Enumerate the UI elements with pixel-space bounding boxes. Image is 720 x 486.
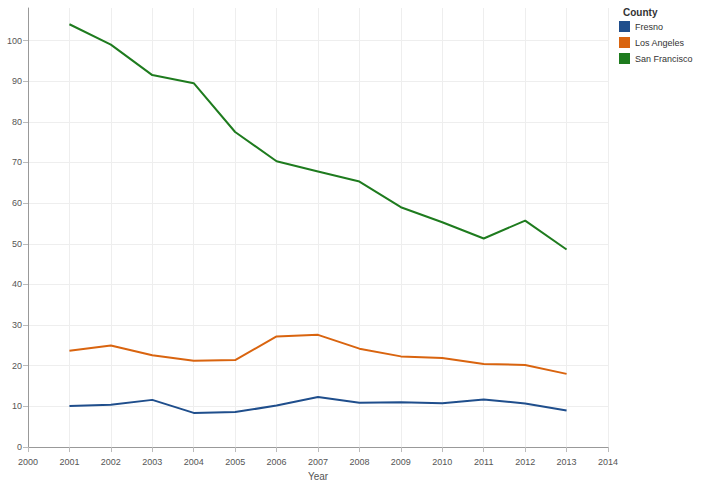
svg-text:San Francisco: San Francisco	[635, 54, 693, 64]
svg-text:60: 60	[12, 198, 22, 208]
svg-text:2011: 2011	[474, 457, 493, 467]
svg-text:10: 10	[12, 401, 22, 411]
svg-text:2013: 2013	[557, 457, 577, 467]
svg-text:40: 40	[12, 279, 22, 289]
svg-text:2002: 2002	[101, 457, 121, 467]
svg-text:2014: 2014	[598, 457, 618, 467]
svg-text:2012: 2012	[515, 457, 535, 467]
svg-text:0: 0	[17, 442, 22, 452]
svg-text:2007: 2007	[308, 457, 328, 467]
svg-text:2005: 2005	[225, 457, 245, 467]
svg-text:2006: 2006	[267, 457, 287, 467]
svg-text:90: 90	[12, 76, 22, 86]
svg-text:County: County	[623, 7, 658, 18]
svg-text:50: 50	[12, 239, 22, 249]
svg-text:Fresno: Fresno	[635, 22, 663, 32]
svg-text:30: 30	[12, 320, 22, 330]
svg-text:2009: 2009	[391, 457, 411, 467]
svg-text:2010: 2010	[432, 457, 452, 467]
svg-text:100: 100	[7, 36, 22, 46]
svg-text:2004: 2004	[184, 457, 204, 467]
svg-text:2001: 2001	[59, 457, 79, 467]
svg-text:80: 80	[12, 117, 22, 127]
svg-text:2000: 2000	[18, 457, 38, 467]
svg-text:2008: 2008	[349, 457, 369, 467]
svg-text:20: 20	[12, 361, 22, 371]
svg-text:Los Angeles: Los Angeles	[635, 38, 685, 48]
svg-text:Year: Year	[308, 471, 329, 482]
svg-text:2003: 2003	[142, 457, 162, 467]
svg-text:70: 70	[12, 157, 22, 167]
